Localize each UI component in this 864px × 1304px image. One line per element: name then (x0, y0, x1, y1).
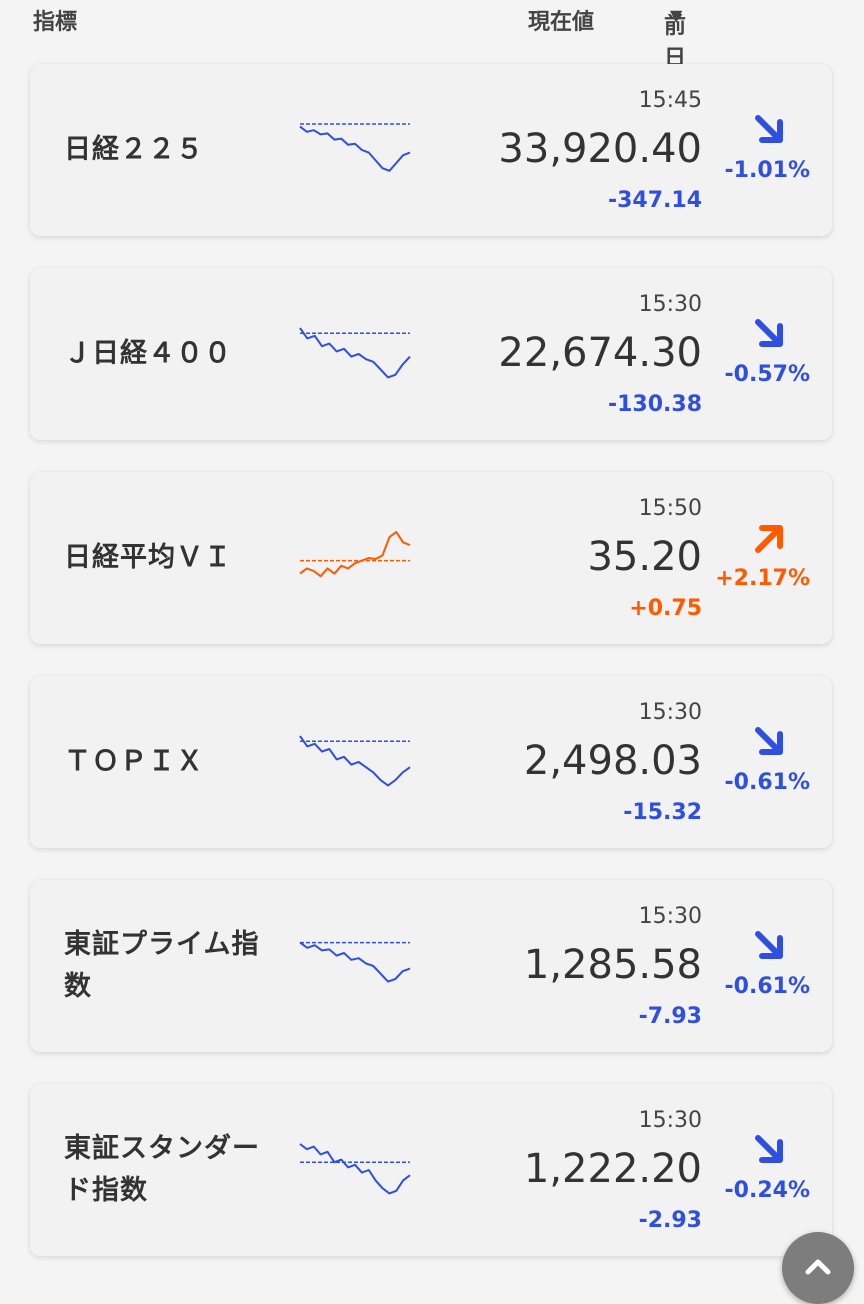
change-percent: -0.24% (724, 1178, 810, 1203)
price-change: -130.38 (607, 392, 702, 417)
list-header: 指標 現在値 前日比率(%)▼ (0, 0, 864, 161)
arrow-down-right-icon (755, 115, 783, 143)
change-percent: -0.61% (724, 974, 810, 999)
change-percent: -0.61% (724, 770, 810, 795)
update-time: 15:30 (638, 292, 702, 317)
sort-down-icon: ▼ (670, 6, 683, 25)
sparkline-chart (299, 531, 411, 578)
index-card[interactable]: 日経平均ＶＩ 15:50 35.20 +0.75 +2.17% (30, 472, 832, 644)
price-change: -2.93 (638, 1208, 702, 1233)
price-change: +0.75 (629, 596, 702, 621)
arrow-down-right-icon (755, 319, 783, 347)
arrow-down-right-icon (755, 931, 783, 959)
sparkline-chart (299, 941, 411, 983)
update-time: 15:30 (638, 700, 702, 725)
index-name: Ｊ日経４００ (64, 338, 232, 369)
scroll-to-top-button[interactable] (782, 1232, 854, 1304)
update-time: 15:30 (638, 904, 702, 929)
index-name: 東証スタンダード指数 (64, 1133, 260, 1206)
current-price: 35.20 (587, 534, 702, 580)
update-time: 15:50 (638, 496, 702, 521)
sparkline-line (299, 1143, 411, 1195)
price-change: -15.32 (623, 800, 702, 825)
sparkline-line (299, 327, 411, 379)
sparkline-chart (299, 1143, 411, 1195)
change-percent: -0.57% (724, 362, 810, 387)
current-price: 1,222.20 (523, 1146, 702, 1192)
arrow-up-right-icon (755, 525, 783, 553)
current-price: 1,285.58 (523, 942, 702, 988)
update-time: 15:45 (638, 88, 702, 113)
header-change-sort[interactable]: 前日比率(%)▼ (664, 4, 706, 161)
arrow-down-right-icon (755, 1135, 783, 1163)
arrow-down-right-icon (755, 727, 783, 755)
sparkline-line (299, 125, 411, 172)
sparkline-chart (299, 123, 411, 172)
index-list: 日経２２５ 15:45 33,920.40 -347.14 -1.01% Ｊ日経… (30, 64, 832, 1288)
sparkline-line (299, 941, 411, 983)
current-price: 2,498.03 (523, 738, 702, 784)
index-card[interactable]: Ｊ日経４００ 15:30 22,674.30 -130.38 -0.57% (30, 268, 832, 440)
sparkline-chart (299, 735, 411, 787)
price-change: -7.93 (638, 1004, 702, 1029)
update-time: 15:30 (638, 1108, 702, 1133)
chevron-up-icon (805, 1259, 831, 1275)
sparkline-chart (299, 327, 411, 379)
sparkline-line (299, 531, 411, 578)
index-card[interactable]: 東証スタンダード指数 15:30 1,222.20 -2.93 -0.24% (30, 1084, 832, 1256)
price-change: -347.14 (607, 188, 702, 213)
change-percent: +2.17% (715, 566, 810, 591)
current-price: 22,674.30 (498, 330, 702, 376)
header-price-label: 現在値 (528, 10, 595, 35)
change-percent: -1.01% (724, 158, 810, 183)
sparkline-line (299, 735, 411, 787)
index-name: ＴＯＰＩＸ (64, 746, 204, 777)
index-card[interactable]: 東証プライム指数 15:30 1,285.58 -7.93 -0.61% (30, 880, 832, 1052)
index-card[interactable]: 日経２２５ 15:45 33,920.40 -347.14 -1.01% (30, 64, 832, 236)
index-name: 東証プライム指数 (64, 929, 260, 1002)
current-price: 33,920.40 (498, 126, 702, 172)
index-card[interactable]: ＴＯＰＩＸ 15:30 2,498.03 -15.32 -0.61% (30, 676, 832, 848)
index-name: 日経平均ＶＩ (64, 542, 232, 573)
header-index-label: 指標 (33, 10, 78, 35)
index-name: 日経２２５ (64, 134, 204, 165)
